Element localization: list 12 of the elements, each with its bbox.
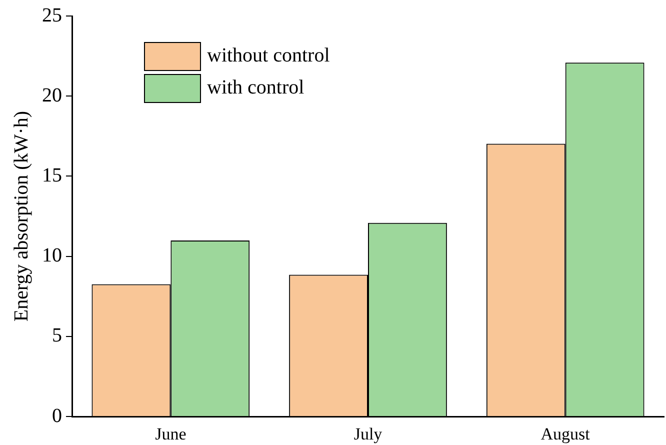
y-tick-label: 20 [42, 84, 62, 106]
y-tick-label: 15 [42, 164, 62, 186]
y-tick-label: 10 [42, 244, 62, 267]
x-tick-label: June [155, 424, 186, 444]
y-axis-title: Energy absorption (kW·h) [10, 110, 32, 322]
legend-label: with control [207, 76, 305, 98]
x-tick-label: August [540, 424, 590, 444]
y-tick-label: 0 [52, 404, 62, 427]
y-tick-label: 5 [52, 324, 62, 347]
legend-label: without control [207, 44, 330, 66]
x-tick-label: July [354, 424, 383, 444]
y-tick-label: 25 [42, 4, 62, 26]
